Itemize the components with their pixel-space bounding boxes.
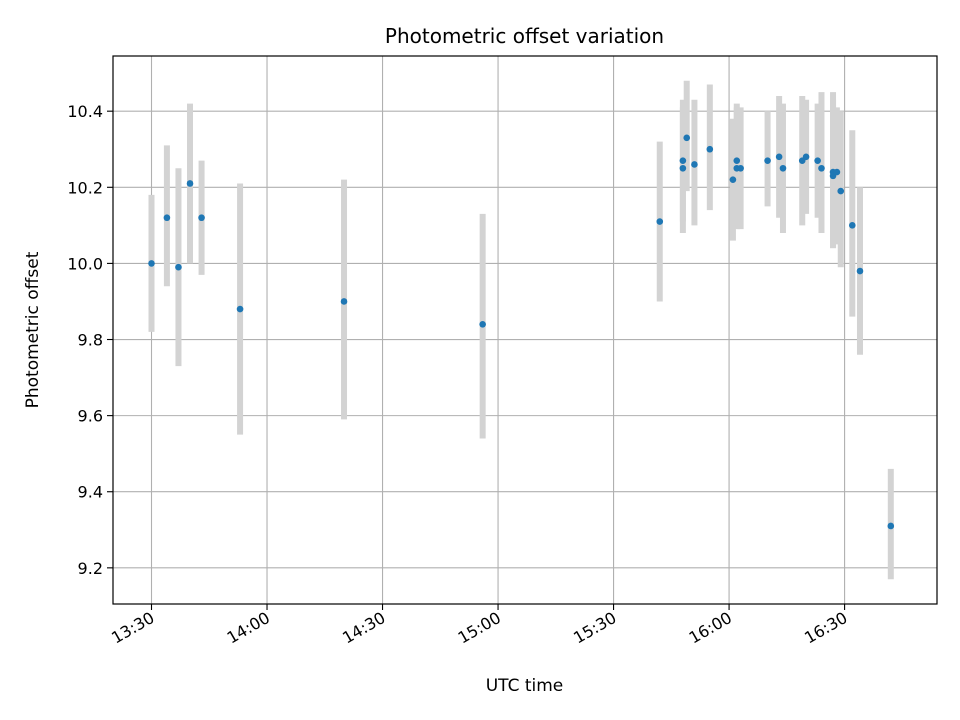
- data-points: [148, 134, 895, 530]
- y-tick-label: 9.2: [78, 559, 103, 578]
- y-tick-label: 9.4: [78, 483, 103, 502]
- data-point: [856, 267, 864, 275]
- data-point: [656, 218, 664, 225]
- grid-lines: [113, 56, 937, 604]
- data-point: [163, 214, 171, 222]
- data-point: [733, 157, 741, 164]
- x-axis-title: UTC time: [486, 676, 564, 696]
- data-point: [691, 161, 698, 168]
- data-point: [148, 260, 155, 267]
- data-point: [236, 305, 244, 313]
- data-point: [706, 145, 714, 153]
- data-point: [775, 153, 783, 161]
- data-point: [737, 164, 744, 172]
- data-point: [848, 222, 856, 229]
- data-point: [479, 320, 486, 328]
- data-point: [175, 263, 182, 271]
- data-point: [198, 214, 205, 222]
- data-point: [779, 164, 787, 172]
- data-point: [764, 157, 771, 164]
- data-point: [833, 168, 841, 176]
- data-point: [683, 134, 691, 142]
- data-point: [186, 180, 194, 187]
- data-point: [818, 164, 825, 172]
- data-point: [729, 176, 737, 183]
- data-point: [679, 164, 687, 172]
- y-tick-label: 9.8: [78, 331, 103, 350]
- plot-frame: [112, 55, 938, 605]
- data-point: [340, 298, 348, 305]
- data-point: [802, 153, 810, 161]
- data-point: [837, 187, 845, 195]
- data-point: [887, 522, 895, 530]
- data-point: [679, 157, 687, 164]
- chart-title: Photometric offset variation: [385, 24, 664, 48]
- y-tick-label: 10.4: [67, 102, 103, 121]
- y-tick-label: 10.0: [67, 254, 103, 273]
- y-axis-title: Photometric offset: [23, 251, 43, 408]
- y-axis-ticks: 9.2 9.4 9.6 9.8 10.0 10.2 10.4: [67, 102, 113, 578]
- y-tick-label: 10.2: [67, 178, 103, 197]
- y-tick-label: 9.6: [78, 407, 103, 426]
- data-point: [814, 157, 821, 164]
